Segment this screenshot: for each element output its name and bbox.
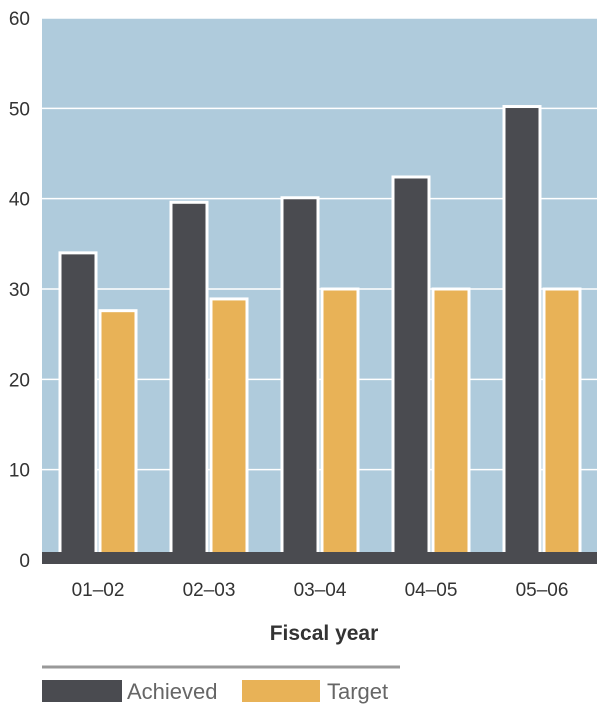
baseline-bar <box>42 552 597 564</box>
bar-target-05–06 <box>542 287 582 562</box>
bars <box>58 105 582 562</box>
bar-target-03–04 <box>320 287 360 562</box>
bar-achieved-04–05 <box>391 175 431 562</box>
bar-target-01–02 <box>98 309 138 562</box>
bar-achieved-01–02 <box>58 251 98 562</box>
legend-swatch-achieved <box>42 680 122 702</box>
x-tick-label: 01–02 <box>72 580 125 601</box>
bar-achieved-03–04 <box>280 196 320 562</box>
x-tick-label: 02–03 <box>183 580 236 601</box>
legend-label-target: Target <box>327 679 388 704</box>
y-tick-label: 10 <box>9 461 30 482</box>
y-tick-label: 40 <box>9 190 30 211</box>
y-tick-label: 0 <box>19 551 30 572</box>
y-tick-label: 50 <box>9 99 30 120</box>
x-tick-label: 04–05 <box>405 580 458 601</box>
x-tick-label: 03–04 <box>294 580 347 601</box>
legend-swatch-target <box>242 680 320 702</box>
x-axis-label: Fiscal year <box>270 622 379 645</box>
x-tick-label: 05–06 <box>516 580 569 601</box>
legend: Achieved Target <box>42 679 388 704</box>
bar-achieved-02–03 <box>169 200 209 562</box>
legend-label-achieved: Achieved <box>127 679 218 704</box>
x-axis-ticks: 01–02 02–03 03–04 04–05 05–06 <box>72 580 569 601</box>
y-tick-label: 60 <box>9 9 30 30</box>
y-tick-label: 20 <box>9 370 30 391</box>
bar-achieved-05–06 <box>502 105 542 562</box>
bar-target-02–03 <box>209 297 249 562</box>
y-tick-label: 30 <box>9 280 30 301</box>
bar-target-04–05 <box>431 287 471 562</box>
y-axis-ticks: 0 10 20 30 40 50 60 <box>9 9 30 572</box>
